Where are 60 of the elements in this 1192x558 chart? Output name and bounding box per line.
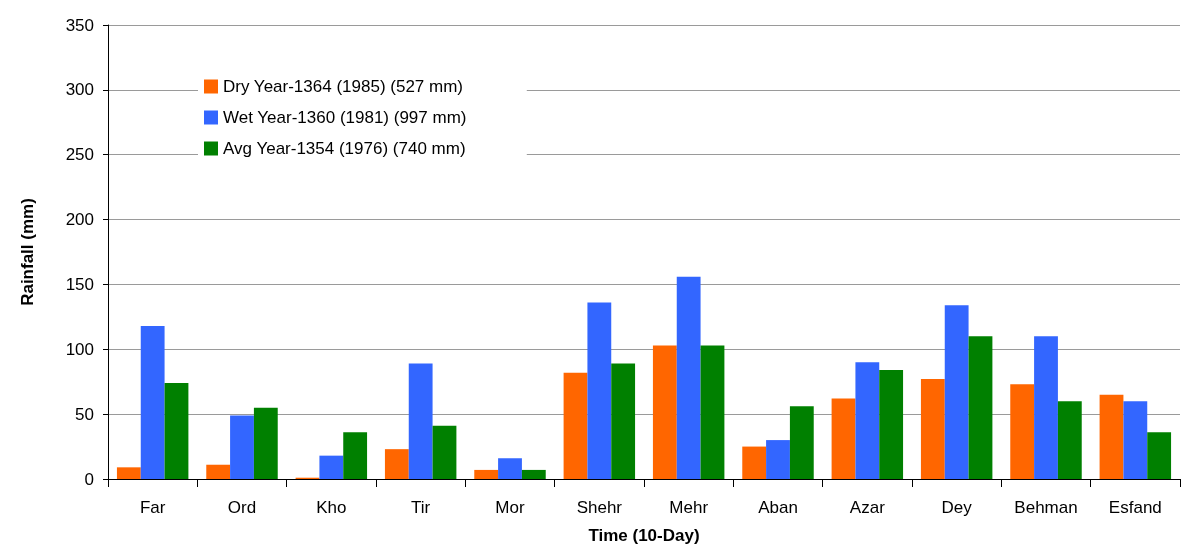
y-tick-label: 250: [65, 145, 94, 165]
x-tick-label: Mor: [495, 498, 525, 517]
bar: [1123, 401, 1148, 479]
y-tick-label: 50: [75, 404, 94, 424]
bar: [742, 446, 767, 479]
legend-label: Avg Year-1354 (1976) (740 mm): [223, 139, 466, 158]
x-tick-label: Dey: [941, 498, 973, 517]
y-axis-title: Rainfall (mm): [18, 198, 37, 306]
x-tick-label: Kho: [316, 498, 347, 517]
x-tick-label: Behman: [1014, 498, 1078, 517]
bar: [968, 336, 993, 479]
bar: [319, 455, 344, 479]
bar: [1034, 336, 1058, 479]
y-tick-label: 200: [65, 210, 94, 230]
y-tick-label: 300: [65, 80, 94, 100]
bar: [1099, 394, 1124, 479]
bar: [676, 276, 701, 479]
x-tick-label: Azar: [849, 498, 886, 517]
x-tick-label: Tir: [411, 498, 431, 517]
y-tick-label: 100: [65, 339, 94, 359]
y-tick-label: 0: [84, 469, 94, 489]
bar: [230, 415, 254, 479]
bar: [652, 345, 677, 479]
bar: [1057, 401, 1082, 479]
bar: [879, 370, 904, 479]
bar: [766, 440, 790, 479]
bar: [855, 362, 880, 479]
bar: [498, 458, 522, 479]
x-tick-label: Mehr: [669, 498, 709, 517]
x-tick-label: Far: [139, 498, 166, 517]
bar: [140, 325, 165, 479]
x-tick-label: Ord: [227, 498, 257, 517]
bar: [384, 449, 409, 479]
y-tick-label: 150: [65, 274, 94, 294]
bar: [253, 407, 278, 479]
bar: [116, 467, 141, 479]
x-tick-label: Shehr: [576, 498, 623, 517]
bar: [611, 363, 636, 479]
bar: [944, 305, 969, 479]
bar: [164, 383, 189, 479]
bar: [1147, 432, 1172, 479]
bar: [1010, 384, 1035, 479]
legend-label: Wet Year-1360 (1981) (997 mm): [223, 108, 467, 127]
bar: [408, 363, 433, 479]
bar: [432, 425, 457, 479]
x-tick-label: Esfand: [1108, 498, 1162, 517]
bar: [831, 398, 856, 479]
bar: [587, 302, 612, 479]
bar: [474, 469, 499, 479]
y-tick-label: 350: [65, 15, 94, 35]
x-tick-label: Aban: [758, 498, 798, 517]
bar: [789, 406, 814, 479]
bar: [343, 432, 368, 479]
bar: [700, 345, 725, 479]
x-axis-title: Time (10-Day): [588, 526, 700, 545]
bar: [920, 379, 945, 479]
bar: [563, 372, 588, 479]
legend-label: Dry Year-1364 (1985) (527 mm): [223, 77, 464, 96]
bar: [521, 469, 546, 479]
bar: [206, 464, 231, 479]
